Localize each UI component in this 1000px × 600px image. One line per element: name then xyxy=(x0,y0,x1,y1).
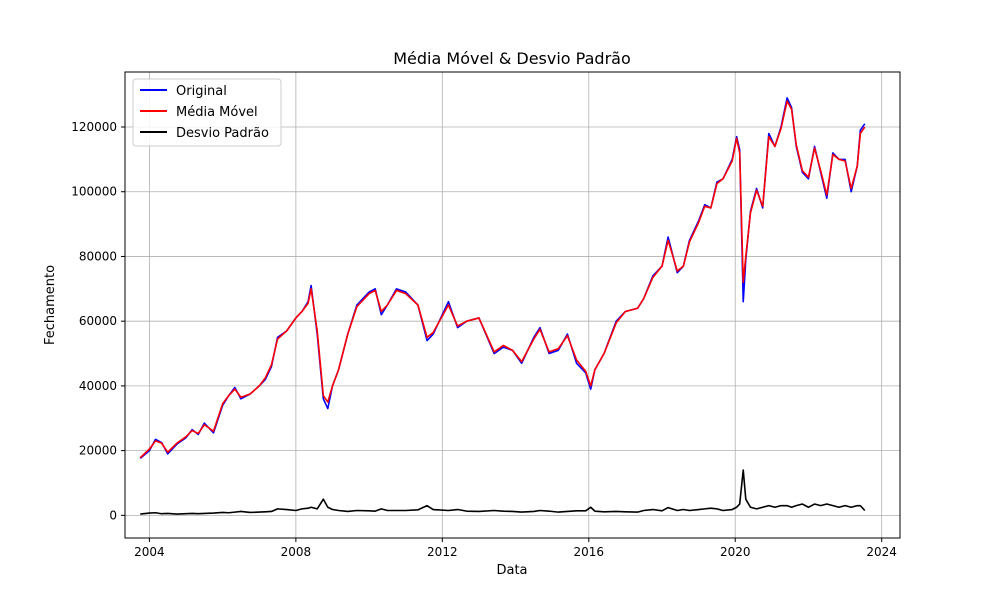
x-tick-label: 2004 xyxy=(134,545,165,559)
chart-title: Média Móvel & Desvio Padrão xyxy=(393,49,631,68)
y-tick-label: 120000 xyxy=(71,120,117,134)
x-tick-label: 2012 xyxy=(427,545,458,559)
y-tick-label: 100000 xyxy=(71,185,117,199)
grid-lines xyxy=(125,72,900,538)
y-tick-label: 0 xyxy=(109,508,117,522)
series-media-movel xyxy=(139,100,866,459)
y-tick-label: 80000 xyxy=(79,249,117,263)
x-tick-label: 2024 xyxy=(866,545,897,559)
series-desvio-padrao xyxy=(140,469,866,515)
plot-area-frame xyxy=(124,71,901,539)
x-tick-label: 2020 xyxy=(720,545,751,559)
y-tick-label: 20000 xyxy=(79,444,117,458)
legend-box xyxy=(132,78,282,147)
x-axis-label: Data xyxy=(496,563,527,578)
axis-ticks: 2004 2008 2012 2016 2020 2024 0 20000 40000 60000… xyxy=(71,120,897,559)
x-tick-label: 2008 xyxy=(281,545,312,559)
y-tick-label: 60000 xyxy=(79,314,117,328)
y-tick-label: 40000 xyxy=(79,379,117,393)
x-tick-label: 2016 xyxy=(574,545,605,559)
legend-label-original: Original xyxy=(176,84,227,99)
legend-label-desvio-padrao: Desvio Padrão xyxy=(176,126,269,141)
legend: Original Média Móvel Desvio Padrão xyxy=(132,78,282,147)
y-axis-label: Fechamento xyxy=(43,265,58,345)
legend-label-media-movel: Média Móvel xyxy=(176,105,258,120)
series-lines xyxy=(139,97,866,515)
